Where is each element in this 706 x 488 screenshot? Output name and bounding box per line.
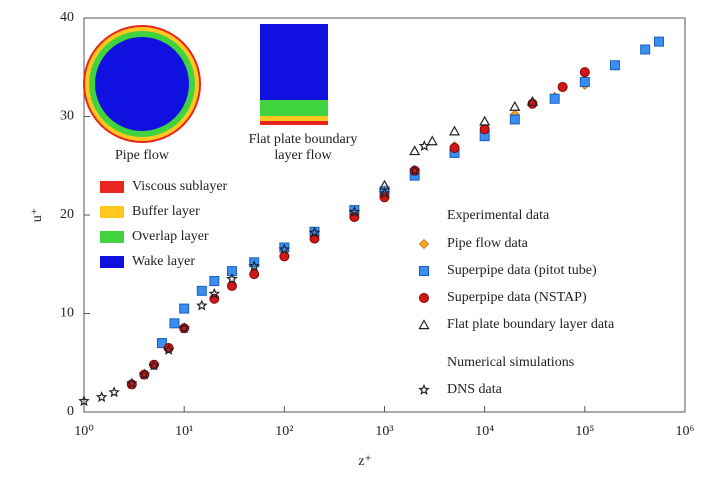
data-point	[509, 114, 520, 125]
data-point	[108, 386, 120, 398]
data-point	[95, 391, 108, 403]
data-point	[609, 60, 620, 71]
data-point	[156, 338, 167, 349]
inset-label: Flat plate boundary layer flow	[248, 132, 358, 163]
data-point	[418, 139, 431, 151]
layer-label: Overlap layer	[132, 229, 209, 244]
data-point	[426, 135, 438, 146]
x-tick-label: 10⁰	[74, 424, 94, 439]
data-point	[138, 368, 151, 380]
x-tick-label: 10⁵	[575, 424, 594, 439]
data-point	[162, 343, 175, 355]
data-point	[549, 93, 560, 104]
legend-label: Pipe flow data	[447, 236, 529, 251]
data-point	[378, 187, 391, 199]
layer-label: Buffer layer	[132, 204, 200, 219]
y-tick-label: 20	[60, 207, 74, 222]
y-tick-label: 0	[67, 404, 74, 419]
plate-layer	[260, 116, 328, 121]
data-point	[449, 143, 460, 154]
data-point	[209, 275, 220, 286]
legend-title: Numerical simulations	[447, 355, 574, 370]
data-point	[409, 145, 421, 156]
data-point	[557, 81, 568, 92]
legend-label: DNS data	[447, 382, 503, 397]
data-point	[226, 272, 238, 284]
pipe-core	[95, 37, 189, 131]
layer-swatch	[100, 206, 124, 218]
x-axis-label: z⁺	[358, 454, 372, 469]
legend-label: Superpipe data (pitot tube)	[447, 263, 597, 278]
layer-swatch	[100, 231, 124, 243]
layer-label: Viscous sublayer	[132, 179, 228, 194]
data-point	[248, 260, 260, 272]
layer-swatch	[100, 181, 124, 193]
x-tick-label: 10²	[275, 424, 293, 439]
legend-marker	[419, 266, 429, 276]
data-point	[526, 95, 538, 106]
legend-marker	[418, 383, 430, 395]
x-tick-label: 10¹	[175, 424, 193, 439]
data-point	[579, 77, 590, 88]
data-point	[579, 67, 590, 78]
y-axis-label: u⁺	[30, 208, 45, 222]
layer-label: Wake layer	[132, 254, 195, 269]
data-point	[249, 269, 260, 280]
data-point	[169, 318, 180, 329]
plate-layer	[260, 24, 328, 100]
data-point	[208, 287, 221, 299]
inset-label: Pipe flow	[115, 148, 170, 163]
data-point	[640, 44, 651, 55]
x-tick-label: 10⁶	[676, 424, 695, 439]
data-point	[196, 299, 208, 311]
data-point	[308, 226, 321, 238]
plate-layer	[260, 121, 328, 125]
data-point	[448, 125, 461, 136]
legend-marker	[419, 293, 429, 303]
data-point	[178, 322, 190, 334]
data-point	[479, 115, 491, 126]
data-point	[309, 233, 320, 244]
legend-title: Experimental data	[447, 208, 550, 223]
layer-swatch	[100, 256, 124, 268]
y-tick-label: 40	[60, 10, 74, 25]
data-point	[278, 243, 291, 255]
plate-layer	[260, 100, 328, 116]
x-tick-label: 10³	[375, 424, 393, 439]
legend-label: Flat plate boundary layer data	[447, 317, 615, 332]
legend-marker	[418, 319, 430, 330]
data-point	[196, 285, 207, 296]
data-point	[653, 36, 664, 47]
data-point	[348, 205, 361, 217]
y-tick-label: 30	[60, 109, 74, 124]
data-point	[179, 303, 190, 314]
data-point	[78, 395, 90, 407]
y-tick-label: 10	[60, 306, 74, 321]
data-point	[509, 100, 521, 111]
data-point	[148, 359, 160, 371]
legend-label: Superpipe data (NSTAP)	[447, 290, 587, 305]
data-point	[126, 377, 138, 389]
legend-marker	[418, 238, 430, 250]
x-tick-label: 10⁴	[475, 424, 494, 439]
data-point	[479, 124, 490, 135]
data-point	[408, 164, 421, 176]
